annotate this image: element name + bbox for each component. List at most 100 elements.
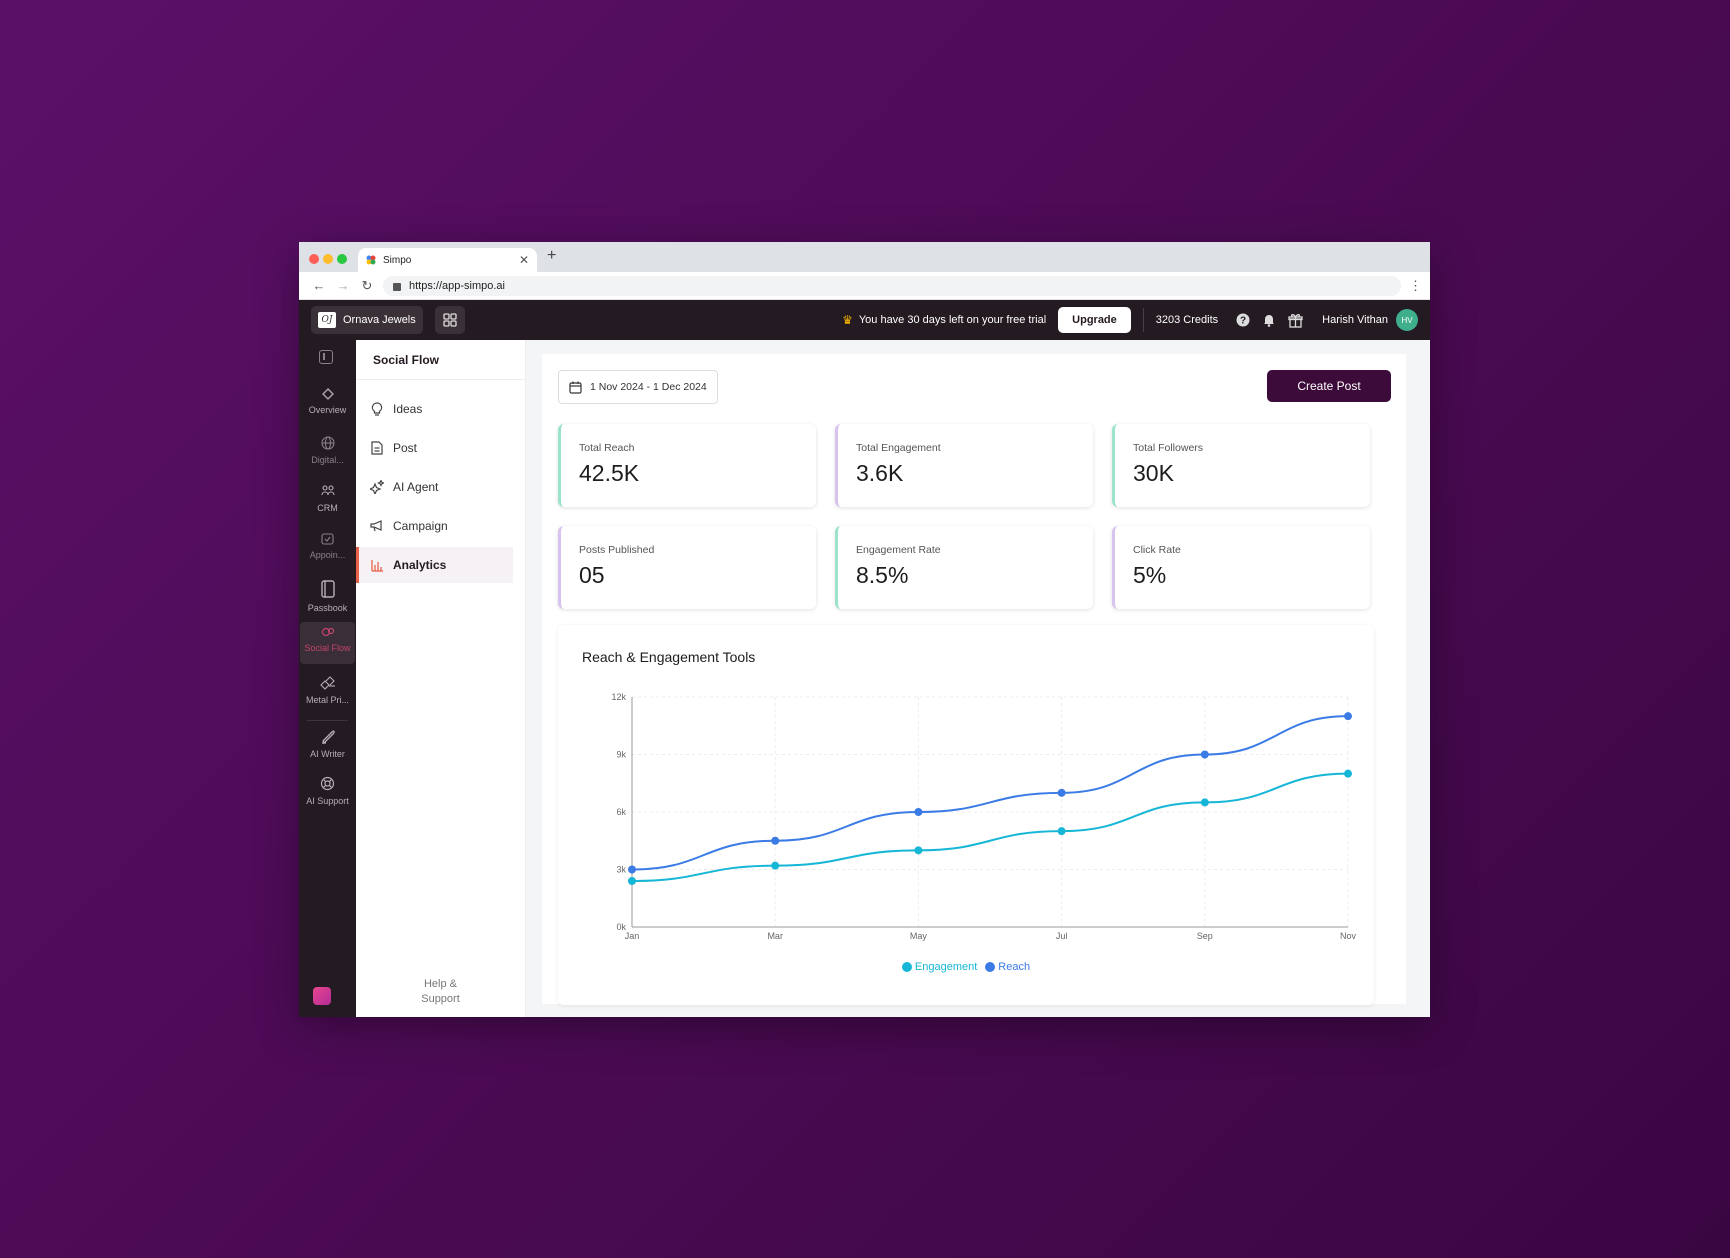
rail-item-social-flow[interactable]: Social Flow <box>300 622 355 664</box>
data-point-reach <box>628 865 636 874</box>
stat-label: Total Engagement <box>856 442 941 454</box>
rail-item-appointments[interactable]: Appoin... <box>300 532 355 560</box>
avatar[interactable]: HV <box>1396 309 1418 331</box>
left-rail: Overview Digital... CRM Appoin... Passbo… <box>299 340 356 1017</box>
tab-title: Simpo <box>383 254 412 266</box>
data-point-engagement <box>1200 798 1209 807</box>
metal-icon <box>319 676 335 690</box>
social-icon <box>321 627 334 637</box>
rail-item-ai-support[interactable]: AI Support <box>300 776 355 806</box>
x-tick-label: Jan <box>625 931 640 941</box>
minimize-window-dot[interactable] <box>323 254 333 264</box>
calendar-icon <box>569 381 582 394</box>
stat-value: 3.6K <box>856 460 904 486</box>
rail-label: Metal Pri... <box>305 695 349 705</box>
data-point-engagement <box>1057 827 1066 836</box>
data-point-engagement <box>914 846 923 855</box>
rail-item-digital[interactable]: Digital... <box>300 436 355 465</box>
collapse-sidebar-icon[interactable] <box>319 350 333 364</box>
subnav-label: Ideas <box>393 402 423 416</box>
rail-label: Overview <box>308 405 347 415</box>
subnav-item-analytics[interactable]: Analytics <box>356 547 513 583</box>
data-point-engagement <box>628 877 636 885</box>
forward-icon[interactable]: → <box>336 278 350 293</box>
document-icon <box>369 440 385 456</box>
trial-text: You have 30 days left on your free trial <box>858 314 1047 326</box>
subnav-item-ideas[interactable]: Ideas <box>356 391 525 427</box>
bulb-icon <box>369 401 385 417</box>
rail-label: Social Flow <box>304 643 351 653</box>
subnav-label: AI Agent <box>393 480 439 494</box>
support-icon <box>320 776 335 791</box>
legend-item-reach[interactable]: Reach <box>985 961 1030 973</box>
tab-close-icon[interactable]: ✕ <box>518 253 529 267</box>
maximize-window-dot[interactable] <box>337 254 347 264</box>
legend-label: Reach <box>998 961 1031 973</box>
app-header: OJ Ornava Jewels ♛ You have 30 days left… <box>299 300 1430 340</box>
stat-card-total-reach: Total Reach 42.5K <box>558 424 816 507</box>
bell-icon[interactable] <box>1261 312 1277 328</box>
rail-item-crm[interactable]: CRM <box>300 484 355 513</box>
rail-label: AI Writer <box>310 749 345 759</box>
create-post-button[interactable]: Create Post <box>1267 370 1391 402</box>
stat-label: Click Rate <box>1133 544 1181 556</box>
reach-engagement-chart-card: Reach & Engagement Tools 0k 3k 6k 9k 12k Jan M… <box>558 625 1374 1005</box>
data-point-reach <box>771 836 780 845</box>
back-icon[interactable]: ← <box>312 278 326 293</box>
apps-grid-button[interactable] <box>434 306 465 334</box>
x-tick-label: Sep <box>1197 931 1213 941</box>
simpo-logo <box>313 987 331 1005</box>
pen-icon <box>321 730 335 744</box>
rail-label: Appoin... <box>309 550 346 560</box>
rail-label: Passbook <box>307 603 348 613</box>
data-point-reach <box>1344 712 1352 721</box>
stat-card-total-followers: Total Followers 30K <box>1112 424 1370 507</box>
url-input[interactable]: https://app-simpo.ai <box>383 275 1401 296</box>
rail-item-passbook[interactable]: Passbook <box>300 580 355 613</box>
series-line-engagement <box>631 772 1349 882</box>
rail-item-metal-prices[interactable]: Metal Pri... <box>300 676 355 705</box>
data-point-reach <box>1200 750 1209 759</box>
legend-item-engagement[interactable]: Engagement <box>901 961 977 973</box>
rail-item-overview[interactable]: Overview <box>300 388 355 415</box>
subnav-title: Social Flow <box>356 340 525 380</box>
bar-chart-icon <box>369 557 385 573</box>
main-content: 1 Nov 2024 - 1 Dec 2024 Create Post Tota… <box>526 340 1430 1017</box>
gift-icon[interactable] <box>1287 312 1303 328</box>
close-window-dot[interactable] <box>309 254 319 264</box>
stat-label: Engagement Rate <box>856 544 941 556</box>
browser-tab[interactable]: Simpo ✕ <box>358 248 537 272</box>
reload-icon[interactable]: ↻ <box>361 277 373 293</box>
new-tab-icon[interactable]: + <box>547 247 557 264</box>
stat-value: 5% <box>1133 562 1167 588</box>
business-switcher[interactable]: OJ Ornava Jewels <box>311 306 423 334</box>
y-tick-label: 0k <box>616 922 626 932</box>
y-tick-label: 3k <box>616 865 626 875</box>
date-range-picker[interactable]: 1 Nov 2024 - 1 Dec 2024 <box>558 370 718 404</box>
diamond-icon <box>321 388 334 400</box>
subnav-item-campaign[interactable]: Campaign <box>356 508 525 544</box>
upgrade-button[interactable]: Upgrade <box>1058 307 1131 333</box>
user-name: Harish Vithan <box>1322 314 1388 326</box>
subnav-item-ai-agent[interactable]: AI Agent <box>356 469 525 505</box>
browser-menu-icon[interactable]: ⋮ <box>1409 277 1422 293</box>
legend-swatch-reach <box>985 962 996 972</box>
crown-icon: ♛ <box>842 313 853 327</box>
globe-icon <box>320 436 335 450</box>
stat-label: Posts Published <box>579 544 655 556</box>
megaphone-icon <box>369 518 385 534</box>
help-icon[interactable]: ? <box>1235 312 1251 328</box>
subnav-item-post[interactable]: Post <box>356 430 525 466</box>
browser-window: Simpo ✕ + ← → ↻ https://app-simpo.ai ⋮ O… <box>299 242 1430 1017</box>
apps-grid-icon <box>443 313 457 327</box>
calendar-icon <box>321 533 334 545</box>
stat-card-total-engagement: Total Engagement 3.6K <box>835 424 1093 507</box>
help-line: Help & <box>423 978 458 990</box>
book-icon <box>320 580 335 598</box>
subnav-label: Analytics <box>393 558 447 572</box>
help-support-link[interactable]: Help & Support <box>356 977 525 1007</box>
x-tick-label: May <box>910 931 928 941</box>
y-tick-label: 9k <box>616 750 626 760</box>
rail-item-ai-writer[interactable]: AI Writer <box>300 728 355 759</box>
rail-label: Digital... <box>311 455 344 465</box>
